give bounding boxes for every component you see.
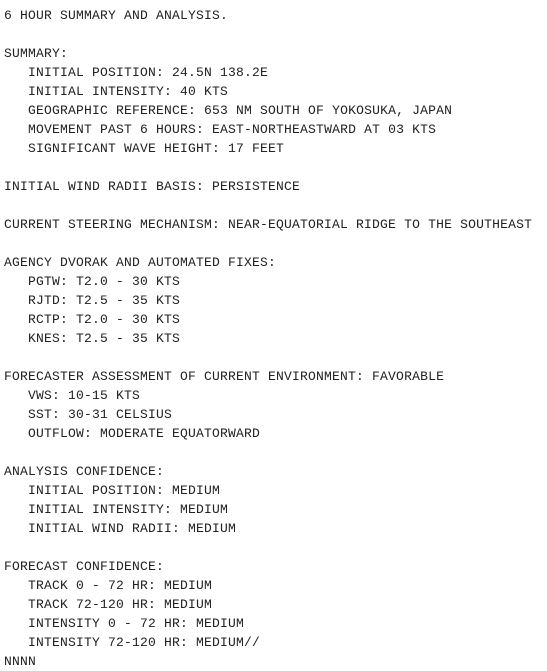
- analysis-conf-header: ANALYSIS CONFIDENCE:: [4, 464, 164, 479]
- forecast-intensity-0-72: INTENSITY 0 - 72 HR: MEDIUM: [28, 616, 244, 631]
- weather-text-report: 6 HOUR SUMMARY AND ANALYSIS. SUMMARY: IN…: [0, 0, 547, 671]
- steering-mechanism: CURRENT STEERING MECHANISM: NEAR-EQUATOR…: [4, 217, 532, 232]
- summary-initial-intensity: INITIAL INTENSITY: 40 KTS: [28, 84, 228, 99]
- env-header: FORECASTER ASSESSMENT OF CURRENT ENVIRON…: [4, 369, 444, 384]
- summary-header: SUMMARY:: [4, 46, 68, 61]
- dvorak-header: AGENCY DVORAK AND AUTOMATED FIXES:: [4, 255, 276, 270]
- analysis-conf-intensity: INITIAL INTENSITY: MEDIUM: [28, 502, 228, 517]
- dvorak-knes: KNES: T2.5 - 35 KTS: [28, 331, 180, 346]
- dvorak-rjtd: RJTD: T2.5 - 35 KTS: [28, 293, 180, 308]
- forecast-track-72-120: TRACK 72-120 HR: MEDIUM: [28, 597, 212, 612]
- terminator: NNNN: [4, 654, 36, 669]
- forecast-intensity-72-120: INTENSITY 72-120 HR: MEDIUM//: [28, 635, 260, 650]
- analysis-conf-position: INITIAL POSITION: MEDIUM: [28, 483, 220, 498]
- analysis-conf-radii: INITIAL WIND RADII: MEDIUM: [28, 521, 236, 536]
- forecast-conf-header: FORECAST CONFIDENCE:: [4, 559, 164, 574]
- dvorak-rctp: RCTP: T2.0 - 30 KTS: [28, 312, 180, 327]
- forecast-track-0-72: TRACK 0 - 72 HR: MEDIUM: [28, 578, 212, 593]
- summary-geo-ref: GEOGRAPHIC REFERENCE: 653 NM SOUTH OF YO…: [28, 103, 452, 118]
- summary-initial-position: INITIAL POSITION: 24.5N 138.2E: [28, 65, 268, 80]
- wind-radii-basis: INITIAL WIND RADII BASIS: PERSISTENCE: [4, 179, 300, 194]
- env-vws: VWS: 10-15 KTS: [28, 388, 140, 403]
- env-outflow: OUTFLOW: MODERATE EQUATORWARD: [28, 426, 260, 441]
- summary-sig-wave: SIGNIFICANT WAVE HEIGHT: 17 FEET: [28, 141, 284, 156]
- summary-movement: MOVEMENT PAST 6 HOURS: EAST-NORTHEASTWAR…: [28, 122, 436, 137]
- dvorak-pgtw: PGTW: T2.0 - 30 KTS: [28, 274, 180, 289]
- env-sst: SST: 30-31 CELSIUS: [28, 407, 172, 422]
- report-title: 6 HOUR SUMMARY AND ANALYSIS.: [4, 8, 228, 23]
